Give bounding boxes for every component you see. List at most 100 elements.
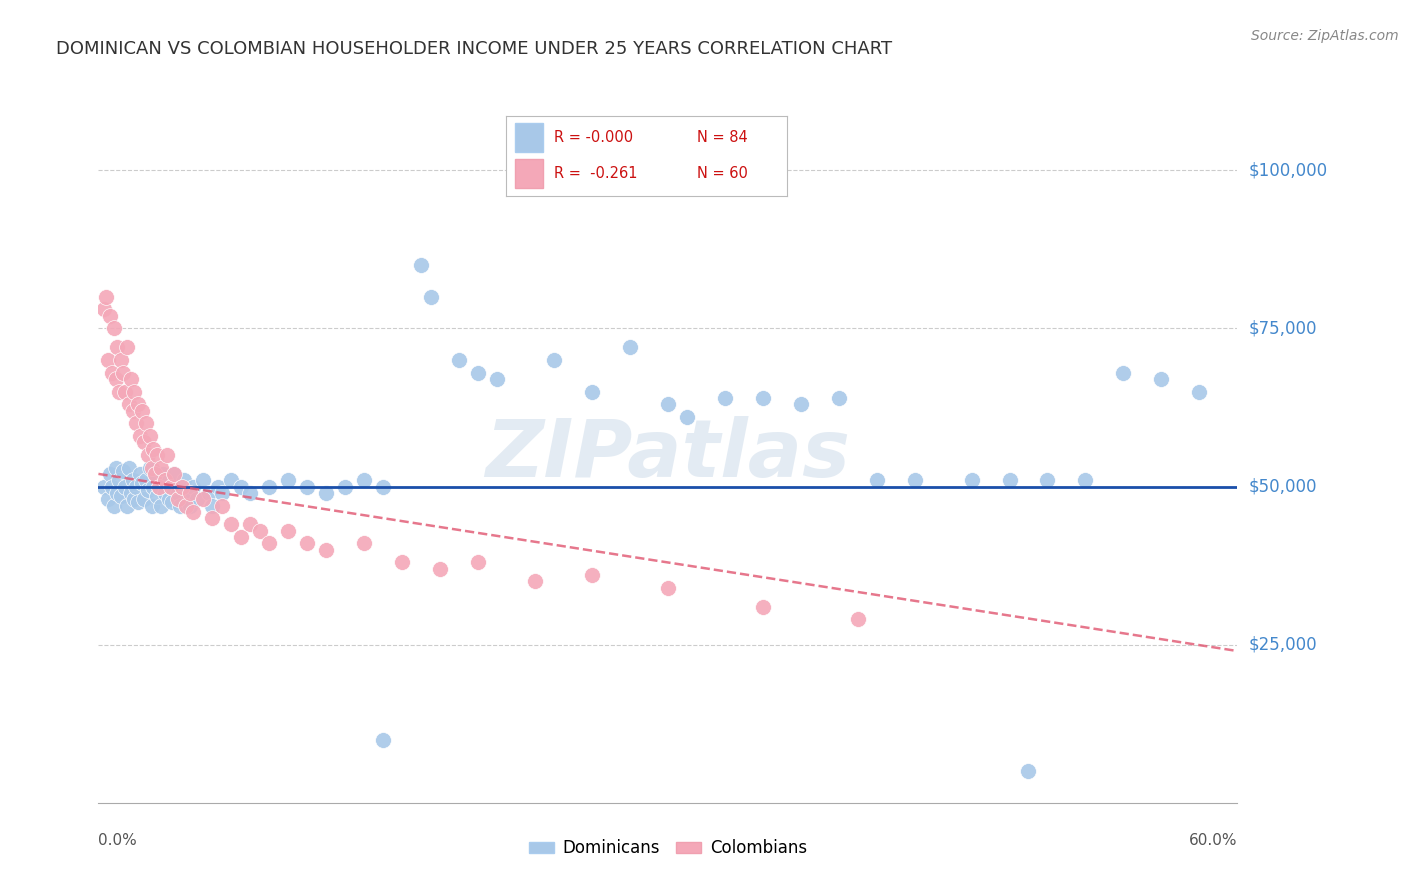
Point	[112, 366, 135, 380]
Point	[136, 448, 159, 462]
Point	[115, 499, 138, 513]
Point	[619, 340, 641, 354]
Point	[429, 562, 451, 576]
Point	[201, 511, 224, 525]
Point	[449, 353, 471, 368]
Point	[121, 473, 143, 487]
Point	[259, 536, 281, 550]
Point	[121, 403, 143, 417]
Point	[103, 321, 125, 335]
Point	[141, 499, 163, 513]
Point	[163, 467, 186, 481]
Text: R =  -0.261: R = -0.261	[554, 166, 637, 181]
Point	[1150, 372, 1173, 386]
Point	[131, 403, 153, 417]
Text: $50,000: $50,000	[1249, 477, 1317, 496]
Point	[152, 467, 174, 481]
Point	[179, 486, 201, 500]
Point	[1036, 473, 1059, 487]
Point	[112, 464, 135, 478]
Point	[94, 290, 117, 304]
Point	[150, 460, 173, 475]
Text: $100,000: $100,000	[1249, 161, 1327, 179]
Text: N = 84: N = 84	[697, 130, 748, 145]
Point	[129, 467, 152, 481]
Point	[159, 479, 181, 493]
Point	[145, 467, 167, 481]
Point	[866, 473, 889, 487]
Point	[138, 429, 160, 443]
Point	[752, 391, 775, 405]
Point	[120, 486, 142, 500]
Point	[110, 489, 132, 503]
Point	[411, 258, 433, 272]
Point	[998, 473, 1021, 487]
Point	[157, 492, 180, 507]
Point	[169, 499, 191, 513]
Point	[114, 479, 136, 493]
Text: R = -0.000: R = -0.000	[554, 130, 633, 145]
Point	[110, 353, 132, 368]
Point	[581, 384, 603, 399]
Point	[98, 467, 121, 481]
Point	[118, 460, 141, 475]
Text: DOMINICAN VS COLOMBIAN HOUSEHOLDER INCOME UNDER 25 YEARS CORRELATION CHART: DOMINICAN VS COLOMBIAN HOUSEHOLDER INCOM…	[56, 40, 893, 58]
Point	[170, 479, 193, 493]
Point	[221, 517, 243, 532]
Point	[104, 460, 127, 475]
Point	[142, 479, 165, 493]
Point	[183, 505, 205, 519]
Point	[167, 492, 190, 507]
Point	[162, 495, 184, 509]
Point	[191, 492, 214, 507]
Point	[353, 473, 375, 487]
Point	[419, 290, 441, 304]
Point	[103, 499, 125, 513]
Point	[297, 536, 319, 550]
Point	[657, 397, 679, 411]
Point	[676, 409, 699, 424]
Point	[146, 489, 169, 503]
Text: $25,000: $25,000	[1249, 636, 1317, 654]
Point	[127, 495, 149, 509]
Point	[752, 599, 775, 614]
Point	[107, 486, 129, 500]
Point	[486, 372, 509, 386]
Text: Source: ZipAtlas.com: Source: ZipAtlas.com	[1251, 29, 1399, 43]
Point	[146, 448, 169, 462]
Point	[135, 473, 157, 487]
Point	[145, 467, 167, 481]
Point	[141, 460, 163, 475]
Point	[153, 486, 176, 500]
Point	[142, 442, 165, 456]
Point	[524, 574, 547, 589]
Point	[828, 391, 851, 405]
Point	[191, 473, 214, 487]
Point	[259, 479, 281, 493]
Point	[315, 542, 337, 557]
Point	[138, 460, 160, 475]
Point	[120, 372, 142, 386]
Point	[221, 473, 243, 487]
Point	[183, 479, 205, 493]
Point	[132, 492, 155, 507]
Text: 0.0%: 0.0%	[98, 833, 138, 848]
Point	[353, 536, 375, 550]
Point	[156, 473, 179, 487]
Point	[467, 366, 489, 380]
Point	[371, 732, 394, 747]
Point	[1188, 384, 1211, 399]
Point	[107, 340, 129, 354]
Point	[371, 479, 394, 493]
Point	[100, 366, 122, 380]
Point	[131, 476, 153, 491]
Point	[114, 384, 136, 399]
Text: $75,000: $75,000	[1249, 319, 1317, 337]
Point	[179, 499, 201, 513]
Point	[153, 473, 176, 487]
Point	[277, 473, 299, 487]
Point	[118, 397, 141, 411]
Point	[197, 486, 219, 500]
Point	[846, 612, 869, 626]
Point	[657, 581, 679, 595]
